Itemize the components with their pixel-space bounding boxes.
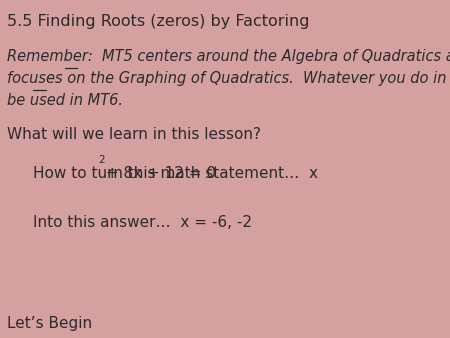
Text: What will we learn in this lesson?: What will we learn in this lesson? bbox=[7, 127, 261, 142]
Text: How to turn this math statement…  x: How to turn this math statement… x bbox=[33, 166, 318, 180]
Text: Remember:  MT5 centers around the Algebra of Quadratics and MT6: Remember: MT5 centers around the Algebra… bbox=[7, 49, 450, 64]
Text: + 8x + 12 = 0: + 8x + 12 = 0 bbox=[101, 166, 216, 180]
Text: Into this answer…  x = -6, -2: Into this answer… x = -6, -2 bbox=[33, 215, 252, 230]
Text: 2: 2 bbox=[98, 155, 105, 166]
Text: focuses on the Graphing of Quadratics.  Whatever you do in MT5 will: focuses on the Graphing of Quadratics. W… bbox=[7, 71, 450, 86]
Text: be used in MT6.: be used in MT6. bbox=[7, 93, 123, 108]
Text: Let’s Begin: Let’s Begin bbox=[7, 316, 92, 331]
Text: 5.5 Finding Roots (zeros) by Factoring: 5.5 Finding Roots (zeros) by Factoring bbox=[7, 14, 310, 28]
